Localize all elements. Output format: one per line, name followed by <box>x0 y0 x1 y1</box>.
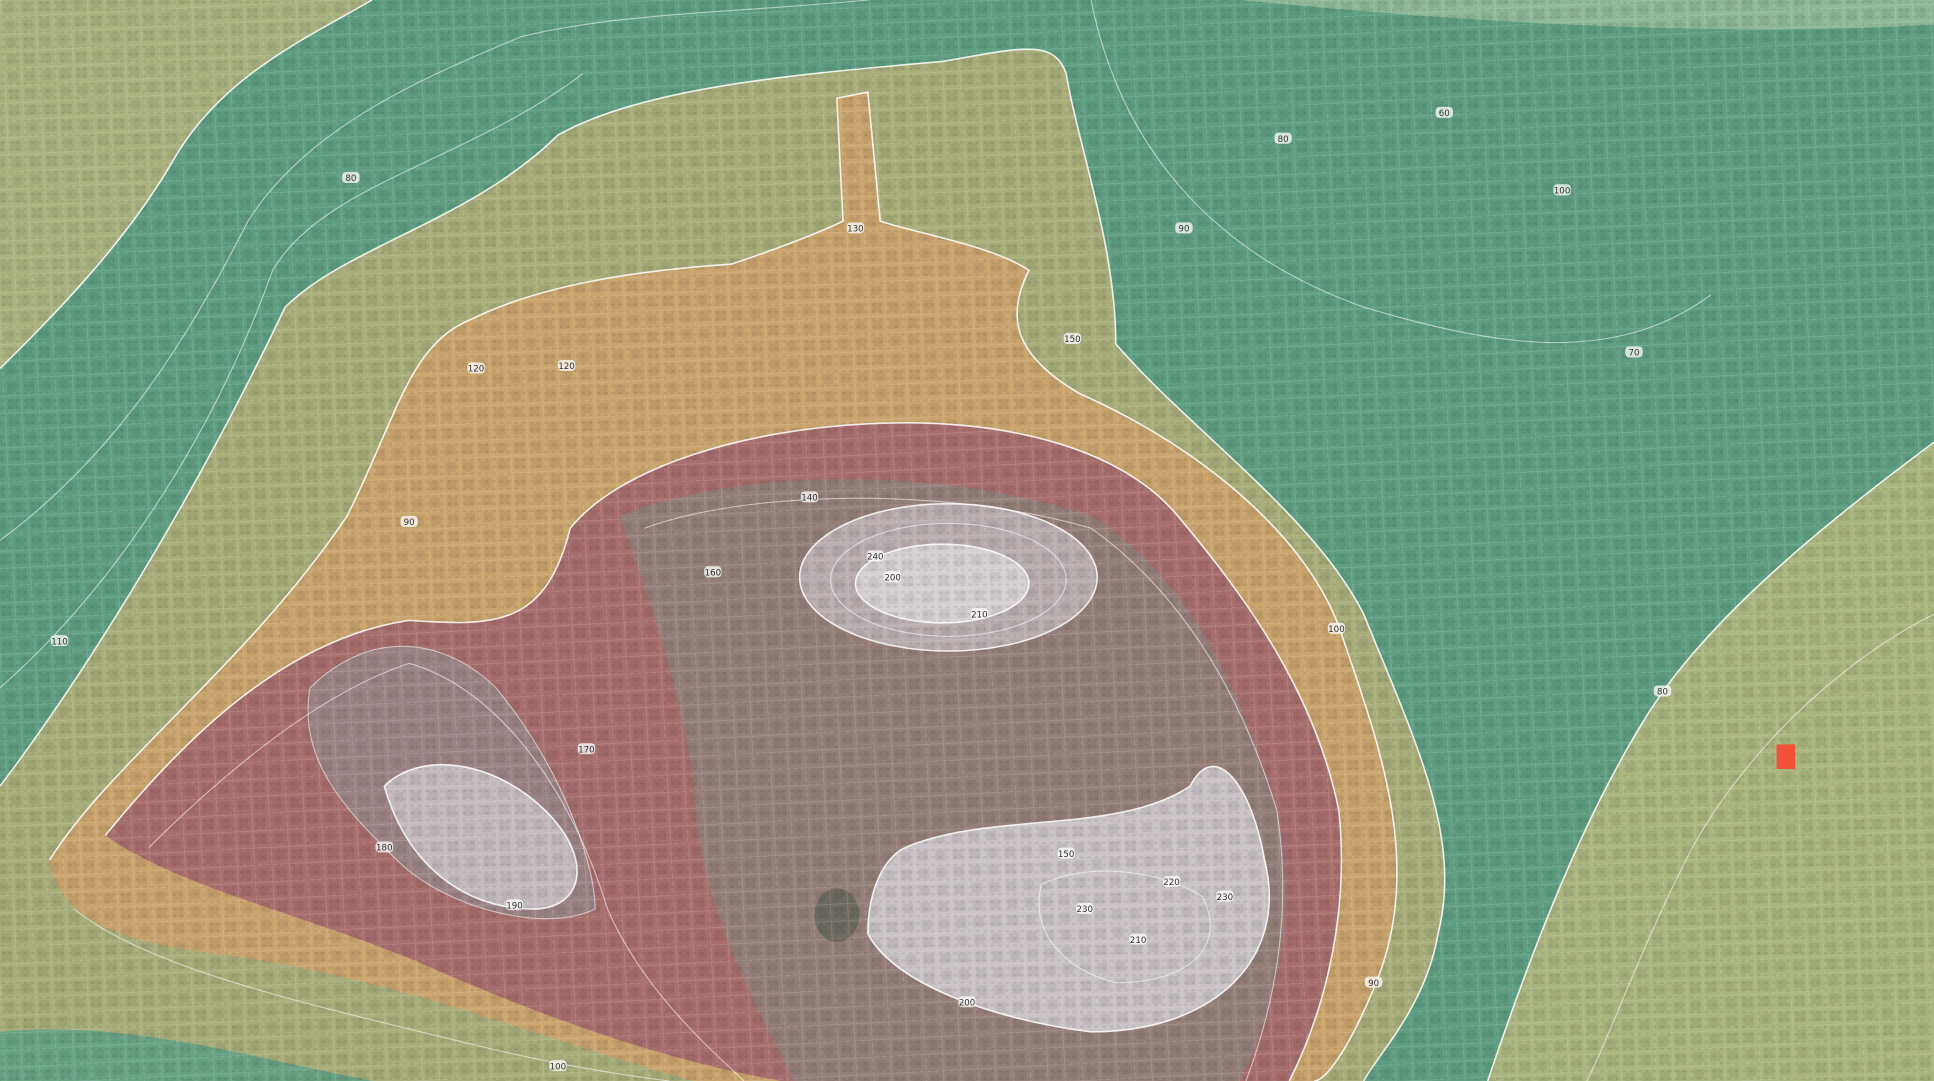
contour-line <box>74 908 670 1081</box>
label-halo <box>1653 685 1672 697</box>
contour-line <box>1038 870 1211 984</box>
contour-line <box>854 543 1030 624</box>
contour-label: 160 <box>705 569 722 579</box>
contour-line <box>830 522 1067 637</box>
label-halo <box>846 222 865 234</box>
label-halo <box>375 841 393 853</box>
contour-label: 70 <box>1628 349 1639 359</box>
label-halo <box>1327 622 1346 634</box>
label-halo <box>1435 106 1453 118</box>
contour-line <box>383 763 578 910</box>
label-halo <box>1175 222 1193 234</box>
contour-label: 220 <box>1163 878 1180 888</box>
label-halo <box>1129 933 1147 945</box>
contour-line <box>104 422 1343 1081</box>
label-halo <box>557 359 576 371</box>
contour-label: 200 <box>884 573 901 583</box>
label-halo <box>1162 875 1181 887</box>
contour-label: 230 <box>1077 905 1094 915</box>
label-halo <box>704 566 722 578</box>
label-halo <box>1063 332 1082 344</box>
label-halo <box>549 1060 567 1072</box>
contour-label: 240 <box>867 553 884 563</box>
contour-line <box>0 0 373 370</box>
contour-line <box>1486 441 1934 1081</box>
contour-label: 170 <box>578 745 595 755</box>
label-halo <box>866 550 884 562</box>
contour-label: 150 <box>1058 850 1075 860</box>
contour-label: 80 <box>1278 135 1289 145</box>
label-halo <box>1625 346 1643 358</box>
contour-label: 210 <box>971 610 988 620</box>
contour-label: 100 <box>550 1062 567 1072</box>
contour-label: 120 <box>468 365 485 375</box>
contour-label: 140 <box>801 494 818 504</box>
contour-line <box>644 497 1284 1081</box>
contour-line <box>0 0 868 541</box>
contour-label: 180 <box>376 844 393 854</box>
contour-label: 190 <box>506 901 523 911</box>
label-halo <box>970 608 989 620</box>
contour-label: 90 <box>1368 979 1379 989</box>
location-marker <box>1776 744 1796 769</box>
contour-label: 130 <box>847 225 864 235</box>
contour-label: 100 <box>1328 625 1345 635</box>
label-halo <box>400 515 418 527</box>
label-halo <box>1076 902 1094 914</box>
label-halo <box>958 996 976 1008</box>
label-halo <box>1216 890 1234 902</box>
contour-line <box>1090 0 1712 344</box>
label-halo <box>342 171 360 184</box>
label-halo <box>1364 976 1383 988</box>
contour-line <box>798 502 1098 652</box>
label-halo <box>50 635 69 647</box>
contour-label: 90 <box>1178 225 1189 235</box>
label-halo <box>467 362 485 374</box>
contour-label: 210 <box>1130 936 1147 946</box>
contour-line <box>0 48 1446 1081</box>
contour-line <box>307 645 596 920</box>
label-halo <box>505 899 524 911</box>
label-halo <box>1274 132 1292 144</box>
contour-label: 230 <box>1217 893 1234 903</box>
contour-label: 90 <box>404 518 415 528</box>
contour-line <box>0 73 584 689</box>
contour-line <box>1586 613 1934 1081</box>
label-halo <box>883 571 902 583</box>
contour-label: 80 <box>345 174 356 184</box>
contour-label: 110 <box>51 637 68 647</box>
contour-label: 80 <box>1657 688 1668 698</box>
contour-label: 60 <box>1439 109 1450 119</box>
label-halo <box>800 491 819 503</box>
contour-label: 100 <box>1554 187 1571 197</box>
label-halo <box>1553 184 1571 196</box>
contour-labels: 80 90 100 110 120 130 140 150 160 170 180 190 200 210… <box>50 106 1672 1072</box>
contour-label: 120 <box>558 362 575 372</box>
contour-line <box>148 662 745 1081</box>
contour-label: 200 <box>959 998 976 1008</box>
contour-line <box>867 765 1270 1033</box>
contour-line <box>48 91 1398 1081</box>
label-halo <box>1057 847 1075 859</box>
label-halo <box>577 743 596 755</box>
contour-label: 150 <box>1064 335 1081 345</box>
